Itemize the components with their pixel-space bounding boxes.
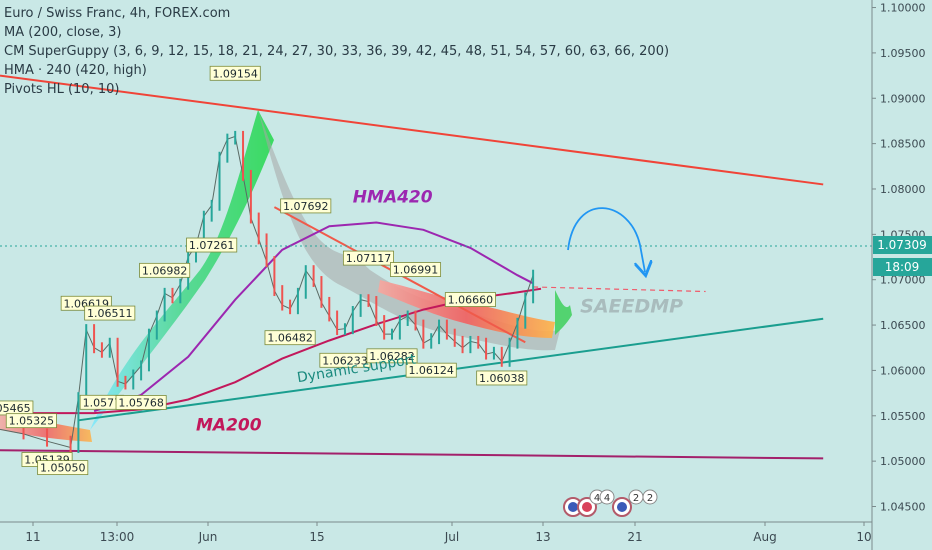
pivot-label: 1.05050 [40, 462, 86, 475]
price-tick-label: 1.09000 [880, 92, 926, 105]
pivot-label-box [5, 413, 57, 429]
chart-annotation[interactable]: HMA420 [353, 188, 433, 208]
event-count-badge-4 [642, 489, 658, 505]
current-price-badge: 1.07309 18:09 [873, 236, 932, 276]
event-count-badge-2 [599, 489, 615, 505]
trendline[interactable] [0, 74, 824, 186]
pivot-label: 1.05325 [9, 415, 55, 428]
pivot-label: 1.05465 [0, 402, 31, 415]
hma-line[interactable] [93, 221, 534, 413]
current-price-label: 1.07309 [877, 238, 927, 252]
pivot-label-box [366, 348, 418, 364]
pivot-labels: 1.054651.053251.051391.050501.066191.065… [0, 65, 528, 476]
time-tick-label: Jun [198, 530, 218, 544]
pivot-label-box [209, 65, 261, 81]
price-tick-label: 1.05000 [880, 455, 926, 468]
pivot-label-box [37, 460, 89, 476]
pivot-label: 1.0577 [83, 396, 122, 409]
flag-eu-inner-icon [568, 502, 578, 512]
price-axis: 1.100001.095001.090001.085001.080001.075… [871, 0, 926, 550]
current-price-bg [873, 236, 932, 254]
price-tick-label: 1.08500 [880, 138, 926, 151]
time-tick-label: Aug [753, 530, 776, 544]
price-tick-label: 1.05500 [880, 410, 926, 423]
flag-eu2-inner-icon [617, 502, 627, 512]
pivot-label-box [115, 395, 167, 410]
time-tick-label: 21 [627, 530, 642, 544]
pivot-label-box [186, 237, 238, 253]
time-tick-label: 10 [856, 530, 871, 544]
time-tick-label: 11 [25, 530, 40, 544]
time-tick-label: 13:00 [100, 530, 135, 544]
pivot-label: 1.06233 [322, 354, 368, 367]
price-tick-label: 1.06000 [880, 364, 926, 377]
pivot-label-box [280, 198, 332, 214]
pivot-label-box [444, 292, 496, 307]
pivot-label: 1.09154 [212, 67, 258, 80]
pivot-label-box [476, 370, 528, 386]
price-line [0, 130, 535, 453]
trendline[interactable] [0, 449, 824, 460]
pivot-label: 1.07117 [346, 252, 392, 265]
trendline[interactable] [533, 286, 706, 293]
countdown-label: 18:09 [885, 260, 920, 274]
chart-annotation[interactable]: MA200 [196, 415, 262, 435]
pivot-label-box [264, 330, 316, 346]
pivot-label-box [390, 262, 442, 277]
flag-ch-inner-icon [582, 502, 592, 512]
indicator-ma-label[interactable]: MA (200, close, 3) [4, 25, 122, 40]
pivot-label-box [84, 305, 136, 321]
pivot-label: 1.06511 [87, 307, 133, 320]
indicator-pivots-label[interactable]: Pivots HL (10, 10) [4, 82, 120, 97]
indicator-guppy-label[interactable]: CM SuperGuppy (3, 6, 9, 12, 15, 18, 21, … [4, 44, 670, 59]
countdown-bg [873, 258, 932, 276]
price-tick-label: 1.08000 [880, 183, 926, 196]
pivot-label: 1.07692 [283, 200, 329, 213]
price-tick-label: 1.07000 [880, 274, 926, 287]
chart-annotation[interactable]: SAEEDMP [580, 295, 683, 317]
time-axis: 11 13:00 Jun 15 Jul 13 21 Aug 10 [0, 521, 872, 544]
indicator-hma-label[interactable]: HMA · 240 (420, high) [4, 63, 147, 78]
pivot-label: 1.06124 [408, 364, 454, 377]
price-tick-label: 1.10000 [880, 2, 926, 15]
event-count-3: 2 [633, 493, 639, 504]
pivot-label: 1.06282 [369, 350, 415, 363]
event-count-4: 2 [647, 493, 653, 504]
pivot-label: 1.06038 [479, 372, 525, 385]
time-tick-label: 15 [309, 530, 324, 544]
price-tick-label: 1.04500 [880, 501, 926, 514]
guppy-bear-ribbon [378, 280, 555, 338]
event-count-2: 4 [604, 493, 610, 504]
symbol-title[interactable]: Euro / Swiss Franc, 4h, FOREX.com [4, 6, 231, 21]
pivot-label: 1.06991 [393, 264, 439, 277]
event-count-1: 4 [594, 493, 600, 504]
time-tick-label: 13 [535, 530, 550, 544]
pivot-label: 1.05768 [118, 396, 164, 409]
chart-legend: Euro / Swiss Franc, 4h, FOREX.com MA (20… [4, 4, 669, 99]
pivot-label: 1.06982 [142, 264, 188, 277]
pivot-label: 1.06482 [267, 332, 313, 345]
price-tick-label: 1.09500 [880, 47, 926, 60]
pivot-label-box [342, 250, 394, 266]
pivot-label: 1.07261 [189, 239, 235, 252]
pivot-label-box [139, 262, 191, 278]
pivot-label-box [405, 362, 457, 378]
price-tick-label: 1.06500 [880, 319, 926, 332]
pivot-label: 1.06660 [448, 294, 494, 307]
time-tick-label: Jul [444, 530, 459, 544]
forecast-arrow [567, 207, 645, 272]
event-markers: 4 4 2 2 [563, 489, 658, 517]
guppy-recent-ribbon [555, 290, 572, 335]
guppy-bull-ribbon [90, 110, 274, 430]
